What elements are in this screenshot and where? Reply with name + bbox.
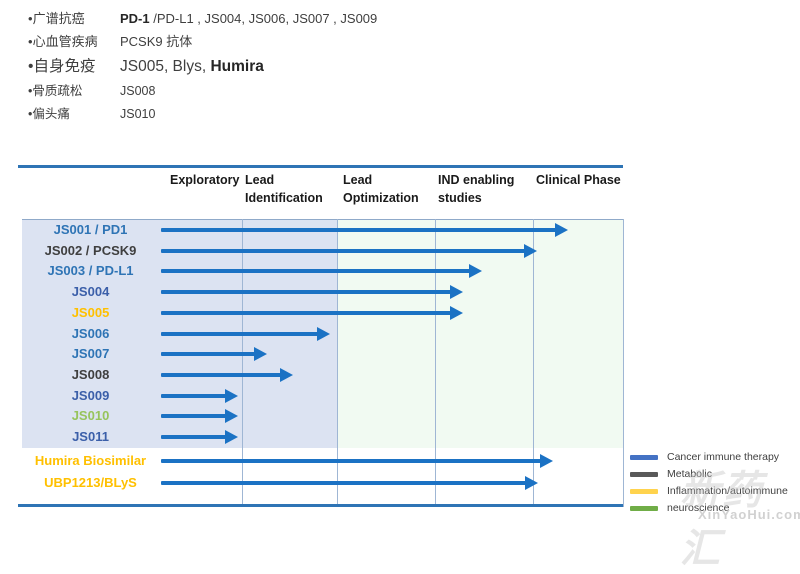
pipeline-row: Humira Biosimilar [18, 451, 625, 471]
stage-header-ind-enabling: IND enabling studies [438, 173, 515, 205]
program-label: JS007 [71, 346, 110, 362]
indication-programs: JS010 [120, 107, 156, 121]
indication-label: •骨质疏松 [28, 84, 83, 98]
progress-arrow-line [161, 481, 527, 485]
program-label: JS008 [71, 366, 110, 382]
indication-programs: JS005, Blys, Humira [120, 58, 264, 75]
legend-item: neuroscience [630, 502, 798, 514]
stage-header-lead-identification: Lead Identification [245, 173, 323, 205]
legend-swatch-cancer [630, 454, 658, 460]
indication-label: •自身免疫 [28, 58, 96, 75]
indication-label: •心血管疾病 [28, 34, 98, 49]
progress-arrow-head [469, 264, 482, 279]
stage-gridline [242, 219, 243, 507]
program-label: JS010 [71, 408, 110, 424]
pipeline-row: JS008 [18, 365, 625, 385]
progress-arrow-line [161, 248, 526, 253]
progress-arrow-line [161, 269, 471, 274]
indication-programs: JS008 [120, 84, 156, 98]
progress-arrow-head [225, 388, 238, 403]
program-label: Humira Biosimilar [34, 453, 147, 468]
pipeline-slide: { "intro": { "items": [ {"bullet": "•", … [18, 8, 800, 571]
progress-arrow-line [161, 310, 452, 315]
progress-arrow-head [225, 430, 238, 444]
pipeline-row: JS010 [18, 406, 625, 426]
program-label: JS005 [71, 304, 110, 320]
program-label: JS003 / PD-L1 [47, 263, 134, 279]
program-label: JS006 [71, 325, 110, 341]
pipeline-row: JS005 [18, 303, 625, 323]
progress-arrow-line [161, 393, 227, 398]
pipeline-row: JS011 [18, 427, 625, 447]
progress-arrow-head [540, 454, 553, 468]
progress-arrow-head [555, 223, 568, 237]
legend-item: Cancer immune therapy [630, 451, 798, 463]
pipeline-row: UBP1213/BLyS [18, 473, 625, 493]
stage-gridline [623, 219, 624, 507]
legend-swatch-metabolic [630, 471, 658, 477]
pipeline-row: JS006 [18, 324, 625, 344]
stage-header-clinical-phase: Clinical Phase [536, 173, 621, 187]
indication-programs: PD-1 /PD-L1 , JS004, JS006, JS007 , JS00… [120, 11, 378, 26]
legend-label: neuroscience [667, 502, 730, 514]
list-item: •骨质疏松 JS008 [28, 80, 458, 99]
legend-item: Inflammation/autoimmune [630, 485, 798, 497]
stage-header-exploratory: Exploratory [170, 173, 240, 187]
progress-arrow-line [161, 372, 282, 377]
stage-gridline [337, 219, 338, 507]
stage-header-lead-optimization: Lead Optimization [343, 173, 419, 205]
program-label: JS002 / PCSK9 [44, 242, 137, 258]
legend-swatch-neuroscience [630, 505, 658, 511]
list-item: •心血管疾病 PCSK9 抗体 [28, 31, 458, 50]
program-label: JS004 [71, 284, 110, 300]
indication-summary-list: •广谱抗癌 PD-1 /PD-L1 , JS004, JS006, JS007 … [28, 8, 458, 126]
program-label: JS011 [72, 429, 109, 444]
progress-arrow-line [161, 435, 227, 439]
header-divider [18, 165, 623, 168]
pipeline-row: JS002 / PCSK9 [18, 241, 625, 261]
list-item: •广谱抗癌 PD-1 /PD-L1 , JS004, JS006, JS007 … [28, 8, 458, 27]
program-label: JS009 [71, 387, 110, 403]
progress-arrow-line [161, 290, 452, 295]
pipeline-row: JS001 / PD1 [18, 220, 625, 240]
progress-arrow-line [161, 459, 542, 463]
progress-arrow-head [524, 243, 537, 258]
legend-item: Metabolic [630, 468, 798, 480]
legend-label: Metabolic [667, 468, 712, 480]
program-label: JS001 / PD1 [53, 222, 128, 237]
progress-arrow-head [254, 347, 267, 362]
progress-arrow-head [450, 285, 463, 300]
progress-arrow-line [161, 352, 256, 357]
chart-bottom-border [18, 504, 623, 507]
legend-label: Inflammation/autoimmune [667, 485, 788, 497]
progress-arrow-line [161, 414, 227, 419]
progress-arrow-head [225, 409, 238, 424]
progress-arrow-line [161, 228, 557, 232]
progress-arrow-head [317, 326, 330, 341]
stage-gridline [533, 219, 534, 507]
indication-programs: PCSK9 抗体 [120, 34, 193, 49]
pipeline-row: JS004 [18, 282, 625, 302]
progress-arrow-head [450, 305, 463, 320]
pipeline-row: JS003 / PD-L1 [18, 261, 625, 281]
progress-arrow-head [525, 476, 538, 490]
pipeline-chart: Exploratory Lead Identification Lead Opt… [18, 160, 625, 512]
pipeline-row: JS007 [18, 344, 625, 364]
legend-label: Cancer immune therapy [667, 451, 780, 463]
late-stage-band [337, 219, 623, 448]
progress-arrow-line [161, 331, 319, 336]
indication-label: •广谱抗癌 [28, 11, 85, 26]
legend-swatch-inflammation [630, 488, 658, 494]
list-item: •偏头痛 JS010 [28, 103, 458, 122]
program-label: UBP1213/BLyS [44, 475, 137, 490]
category-legend: Cancer immune therapy Metabolic Inflamma… [630, 451, 798, 519]
list-item: •自身免疫 JS005, Blys, Humira [28, 54, 458, 76]
pipeline-row: JS009 [18, 386, 625, 406]
indication-label: •偏头痛 [28, 107, 70, 121]
progress-arrow-head [280, 367, 293, 382]
band-top-border [22, 219, 623, 220]
stage-gridline [435, 219, 436, 507]
